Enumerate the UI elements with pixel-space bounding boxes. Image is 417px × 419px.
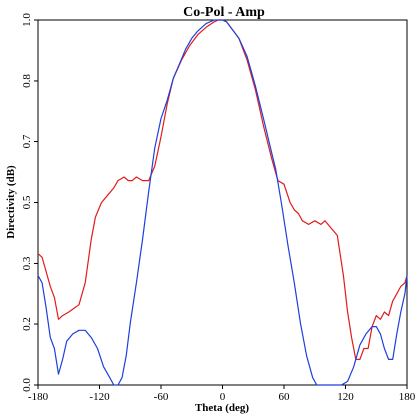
y-tick-label: 1.0 [21, 13, 33, 27]
y-tick-label: 0.3 [21, 256, 33, 270]
x-tick-label: 60 [279, 391, 291, 403]
y-tick-label: 0.0 [21, 378, 33, 392]
y-axis-ticks: 0.0 0.2 0.3 0.5 0.7 0.8 1.0 [21, 13, 38, 392]
x-axis-label: Theta (deg) [195, 402, 249, 414]
y-tick-label: 0.8 [21, 74, 33, 88]
x-tick-label: -60 [154, 391, 169, 403]
x-tick-label: -120 [89, 391, 110, 403]
x-tick-label: 120 [337, 391, 354, 403]
plot-frame [37, 19, 408, 386]
y-tick-label: 0.2 [21, 317, 33, 331]
y-axis-label: Directivity (dB) [5, 165, 17, 239]
series-group [37, 19, 408, 386]
chart-title: Co-Pol - Amp [183, 5, 265, 20]
series-line-2 [37, 19, 408, 386]
x-tick-label: 180 [399, 391, 416, 403]
x-tick-label: 0 [220, 391, 226, 403]
x-axis-ticks: -180 -120 -60 0 60 120 180 [28, 385, 416, 403]
y-tick-label: 0.5 [21, 195, 33, 209]
y-tick-label: 0.7 [21, 134, 33, 148]
series-line-1 [37, 19, 408, 360]
x-tick-label: -180 [28, 391, 49, 403]
plot-area: 0.0 0.2 0.3 0.5 0.7 0.8 1.0 -180 -120 -60 0 60 120 1… [21, 13, 416, 403]
